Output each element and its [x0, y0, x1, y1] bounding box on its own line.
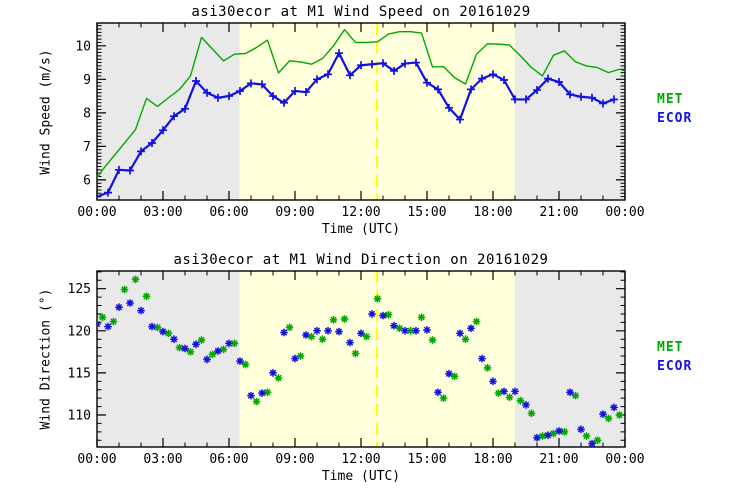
x-tick-label: 00:00 [77, 452, 116, 467]
x-tick-label: 00:00 [77, 205, 116, 220]
direction-met-markers [98, 275, 624, 445]
x-tick-label: 00:00 [605, 452, 644, 467]
x-tick-label: 03:00 [143, 205, 182, 220]
x-tick-label: 15:00 [407, 452, 446, 467]
y-tick-label: 115 [68, 366, 91, 381]
x-tick-label: 06:00 [209, 205, 248, 220]
x-tick-label: 18:00 [473, 452, 512, 467]
speed-ecor-line [97, 52, 615, 198]
minor-ticks [97, 23, 625, 201]
direction-chart-title: asi30ecor at M1 Wind Direction on 201610… [173, 252, 549, 268]
direction-y-axis-label: Wind Direction (°) [38, 288, 54, 430]
series-layer [97, 29, 625, 200]
night-shading [97, 271, 240, 447]
x-tick-label: 21:00 [539, 205, 578, 220]
speed-ecor-markers [97, 49, 618, 200]
y-tick-label: 8 [83, 106, 91, 121]
direction-ecor-markers [97, 299, 618, 447]
speed-legend-met: MET [657, 92, 684, 107]
speed-chart-title: asi30ecor at M1 Wind Speed on 20161029 [191, 4, 531, 20]
speed-legend-ecor: ECOR [657, 111, 693, 126]
x-tick-label: 09:00 [275, 452, 314, 467]
x-tick-label: 15:00 [407, 205, 446, 220]
x-tick-label: 03:00 [143, 452, 182, 467]
y-tick-label: 10 [75, 39, 91, 54]
night-shading [515, 23, 625, 200]
x-tick-label: 12:00 [341, 205, 380, 220]
y-tick-label: 125 [68, 282, 91, 297]
y-tick-label: 6 [83, 173, 91, 188]
direction-legend-ecor: ECOR [657, 359, 693, 374]
speed-met-line [97, 29, 625, 179]
x-tick-label: 12:00 [341, 452, 380, 467]
y-tick-label: 9 [83, 73, 91, 88]
x-tick-label: 00:00 [605, 205, 644, 220]
y-tick-label: 7 [83, 140, 91, 155]
series-layer [97, 275, 624, 447]
y-tick-label: 110 [68, 409, 91, 424]
speed-y-axis-label: Wind Speed (m/s) [38, 49, 54, 175]
plot-box-border [96, 270, 626, 448]
x-tick-label: 21:00 [539, 452, 578, 467]
x-tick-label: 06:00 [209, 452, 248, 467]
x-tick-label: 18:00 [473, 205, 512, 220]
speed-x-axis-label: Time (UTC) [321, 222, 401, 237]
plot-box-border [96, 22, 626, 201]
direction-x-axis-label: Time (UTC) [321, 469, 401, 484]
minor-ticks [97, 271, 625, 447]
direction-legend-met: MET [657, 340, 684, 355]
y-tick-label: 120 [68, 324, 91, 339]
x-tick-label: 09:00 [275, 205, 314, 220]
